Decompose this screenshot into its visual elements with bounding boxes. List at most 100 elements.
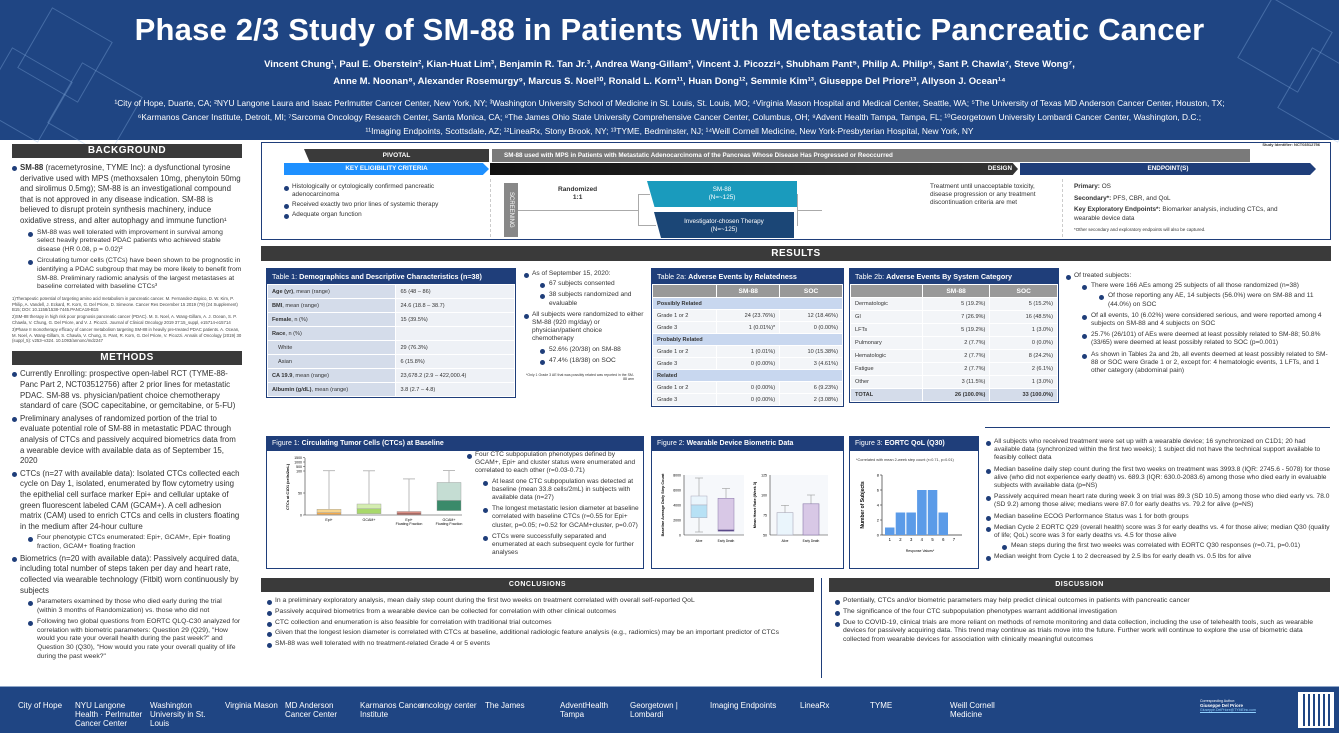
row-key: Albumin (g/dL): [272, 386, 312, 393]
endpoints-text: Primary: OS Secondary*: PFS, CBR, and Qo…: [1074, 183, 1278, 232]
enrollment-subitem: 38 subjects randomized and evaluable: [540, 291, 644, 307]
sponsor-logo: Imaging Endpoints: [710, 701, 777, 710]
x-tick-label: Epi+: [405, 518, 412, 522]
bar: [927, 490, 938, 535]
divider: [1062, 179, 1063, 237]
randomization-label: Randomized 1:1: [558, 186, 598, 201]
table-title: Table 2a: Adverse Events by Relatedness: [652, 269, 843, 284]
affiliation-line: ¹City of Hope, Duarte, CA; ²NYU Langone …: [114, 98, 1225, 108]
sponsor-logo: The James: [485, 701, 525, 710]
ae-relatedness-table: SM-88 SOC Possibly Related Grade 1 or 2 24 (…: [651, 284, 843, 406]
eligibility-item: Histologically or cytologically confirme…: [284, 183, 479, 199]
row-label: Grade 3: [651, 357, 718, 370]
group-row: Related: [652, 369, 843, 382]
row-value: 29 (76.3%): [395, 340, 515, 355]
table-row: Age (yr), mean (range) 65 (48 – 86): [266, 284, 515, 299]
background-header: BACKGROUND: [12, 144, 242, 158]
eligibility-header: KEY ELIGIBILITY CRITERIA: [284, 163, 489, 175]
cell-value: 1 (3.0%): [989, 323, 1058, 337]
bar: [895, 512, 906, 535]
column-header-row: SM-88 SOC: [651, 284, 843, 298]
cell-value: 0 (0.00%): [716, 393, 781, 406]
x-tick-label: 7: [953, 537, 956, 542]
sponsor-footer: City of Hope NYU Langone Health · Perlmut…: [0, 686, 1339, 733]
y-tick-label: 100: [761, 494, 767, 498]
y-tick-label: 8000: [673, 474, 681, 478]
eligibility-item: Received exactly two prior lines of syst…: [284, 201, 479, 209]
ae-summary-subitem: As shown in Tables 2a and 2b, all events…: [1082, 351, 1328, 376]
author-email-link[interactable]: Giuseppe.DelPriore@TYMEinc.com: [1200, 708, 1256, 712]
y-tick-label: 4000: [673, 504, 681, 508]
x-tick-label: Floating Fraction: [396, 522, 423, 526]
ae-system-table: SM-88 SOC Dermatologic 5 (19.2%) 5 (15.2%) GI…: [850, 284, 1058, 402]
ctc-subitem: CTCs were successfully separated and enu…: [483, 533, 639, 558]
conclusion-item: SM-88 was well tolerated with no treatme…: [267, 640, 814, 649]
figure-title: Figure 1: Circulating Tumor Cells (CTCs)…: [267, 437, 643, 451]
y-tick-label: 2: [877, 518, 880, 523]
ae-summary-subsubitem: Of those reporting any AE, 14 subjects (…: [1099, 292, 1328, 308]
table-row: LFTs 5 (19.2%) 1 (3.0%): [850, 323, 1058, 337]
qr-code[interactable]: [1298, 692, 1334, 728]
biometrics-subitem: Mean steps during the first two weeks wa…: [1002, 542, 1331, 551]
table-row: Race, n (%): [266, 326, 515, 341]
corresponding-author: Corresponding Author: Giuseppe Del Prior…: [1200, 699, 1295, 712]
biometrics-charts: 0 2000 4000 6000 8000 Baseline Average Daily …: [661, 473, 828, 543]
cell-value: 0 (0.00%): [716, 381, 781, 394]
row-sublabel: , mean (range): [311, 386, 349, 393]
demographics-table: Age (yr), mean (range) 65 (48 – 86) BMI, m…: [266, 284, 515, 397]
enrollment-item: All subjects were randomized to either S…: [524, 311, 644, 366]
biometrics-item: Passively acquired mean heart rate durin…: [986, 493, 1331, 509]
x-tick-label: Alive: [696, 539, 703, 543]
row-sublabel: , n (%): [285, 330, 302, 337]
box-upper: [436, 482, 462, 501]
bar: [906, 512, 916, 535]
results-header: RESULTS: [261, 246, 1331, 261]
x-tick-label: Early Death: [803, 539, 820, 543]
table-demographics: Table 1: Demographics and Descriptive Ch…: [266, 268, 516, 398]
biometrics-item: Median baseline ECOG Performance Status …: [986, 513, 1331, 521]
cell-value: 2 (3.08%): [779, 393, 843, 406]
row-sublabel: , mean (range): [282, 302, 319, 309]
box-lower: [356, 508, 382, 514]
group-label: Possibly Related: [652, 297, 843, 310]
study-design-panel: Study Identifier: NCT03512756 PIVOTAL SM…: [261, 142, 1331, 240]
background-subitem: Circulating tumor cells (CTCs) have been…: [28, 257, 242, 292]
row-label: BMI, mean (range): [266, 298, 397, 313]
methods-item: Preliminary analyses of randomized porti…: [12, 414, 242, 467]
arm-investigator-choice: Investigator-chosen Therapy (N=~125): [654, 212, 794, 238]
cell-value: 5 (15.2%): [989, 297, 1058, 311]
cell-value: 3 (4.61%): [779, 357, 843, 370]
conclusion-item: CTC collection and enumeration is also f…: [267, 619, 814, 628]
table-row: Fatigue 2 (7.7%) 2 (6.1%): [850, 362, 1058, 376]
table-row: Dermatologic 5 (19.2%) 5 (15.2%): [850, 297, 1058, 311]
box-lower: [396, 513, 422, 515]
biometrics-item: All subjects who received treatment were…: [986, 438, 1331, 463]
row-label: Race, n (%): [266, 326, 397, 341]
methods-list: Currently Enrolling: prospective open-la…: [12, 369, 242, 661]
ctc-item: Four CTC subpopulation phenotypes define…: [467, 451, 639, 557]
left-column: BACKGROUND SM-88 (racemetyrosine, TYME I…: [12, 144, 242, 664]
treatment-text: Treatment until unacceptable toxicity, d…: [930, 183, 1036, 206]
x-tick-label: GCAM+: [363, 518, 376, 522]
total-label: TOTAL: [850, 388, 923, 402]
affiliation-line: ⁶Karmanos Cancer Institute, Detroit, MI;…: [137, 112, 1202, 122]
figure-title: Figure 2: Wearable Device Biometric Data: [652, 437, 843, 451]
table-ae-system: Table 2b: Adverse Events By System Categ…: [849, 268, 1059, 403]
x-tick-label: Epi+: [325, 518, 332, 522]
row-label: Age (yr), mean (range): [266, 284, 397, 299]
authors-line: Anne M. Noonan⁸, Alexander Rosemurgy⁹, M…: [333, 76, 1006, 87]
row-label: Grade 1 or 2: [651, 309, 718, 322]
bar: [917, 490, 927, 535]
box-lower: [690, 504, 708, 518]
eligibility-list: Histologically or cytologically confirme…: [284, 183, 479, 221]
ae-summary-text: Of treated subjects: There were 166 AEs …: [1066, 272, 1328, 378]
poster-header: Phase 2/3 Study of SM-88 in Patients Wit…: [0, 0, 1339, 158]
header-blank: [850, 284, 923, 298]
x-axis-label: Response Values*: [906, 549, 935, 553]
group-row: Probably Related: [652, 333, 843, 346]
ae-summary-item: Of treated subjects: There were 166 AEs …: [1066, 272, 1328, 375]
column-header: SM-88: [921, 284, 991, 298]
